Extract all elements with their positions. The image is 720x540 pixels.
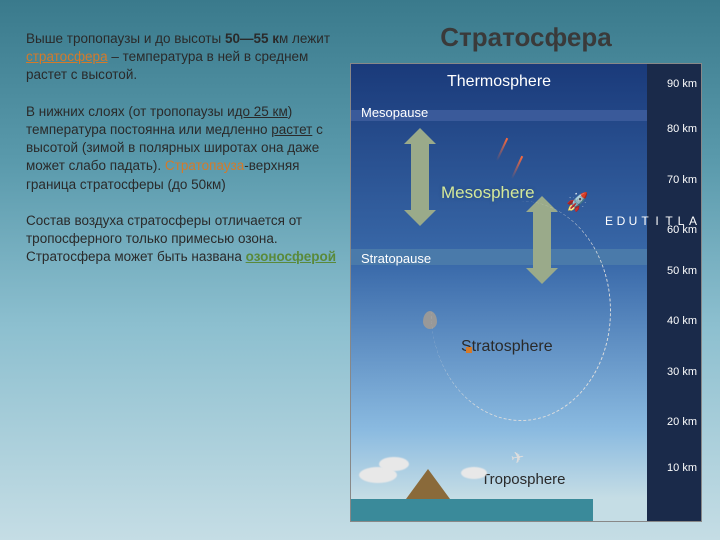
layer-label-troposphere: Troposphere [481, 471, 566, 488]
text-column: Выше тропопаузы и до высоты 50—55 км леж… [18, 18, 338, 522]
scale-tick: 40 km [667, 315, 697, 327]
scale-tick: 20 km [667, 416, 697, 428]
right-column: Стратосфера Thermosphere Mesopause Mesosph… [350, 18, 702, 522]
altitude-scale: ALTITUDE 90 km80 km70 km60 km50 km40 km3… [647, 64, 701, 521]
text-underline: растет [271, 122, 312, 137]
scale-tick: 70 km [667, 174, 697, 186]
scale-tick: 10 km [667, 462, 697, 474]
trajectory-curve [431, 201, 611, 421]
mountain-icon [406, 469, 450, 499]
content: Выше тропопаузы и до высоты 50—55 км леж… [18, 18, 702, 522]
cloud-icon [461, 467, 487, 479]
paragraph-1: Выше тропопаузы и до высоты 50—55 км леж… [26, 30, 338, 85]
rocket-icon: 🚀 [566, 192, 588, 213]
highlight-stratosphere: стратосфера [26, 49, 108, 64]
slide: Выше тропопаузы и до высоты 50—55 км леж… [0, 0, 720, 540]
text-underline: до 25 км [235, 104, 288, 119]
plane-icon: ✈ [509, 447, 526, 469]
scale-tick: 30 km [667, 366, 697, 378]
slide-title: Стратосфера [350, 22, 702, 53]
scale-tick: 80 km [667, 123, 697, 135]
meteor-icon [511, 156, 523, 180]
text-bold: 50—55 к [225, 31, 279, 46]
mesosphere-arrow-icon [411, 142, 429, 212]
scale-tick: 60 km [667, 224, 697, 236]
highlight-ozonosphere: озоносферой [246, 249, 336, 264]
ground [351, 499, 593, 521]
atmosphere-diagram: Thermosphere Mesopause Mesosphere Stratopau… [350, 63, 702, 522]
layers-container: Thermosphere Mesopause Mesosphere Stratopau… [351, 64, 647, 521]
highlight-stratopause: Стратопауза [165, 158, 244, 173]
meteor-icon [496, 138, 508, 162]
layer-label-mesosphere: Mesosphere [441, 183, 535, 203]
paragraph-3: Состав воздуха стратосферы отличается от… [26, 212, 338, 267]
scale-tick: 50 km [667, 265, 697, 277]
paragraph-2: В нижних слоях (от тро­попаузы идо 25 км… [26, 103, 338, 194]
marker-icon [466, 347, 472, 353]
text: В нижних слоях (от тро­попаузы и [26, 104, 235, 119]
layer-label-stratopause: Stratopause [361, 251, 431, 266]
layer-label-thermosphere: Thermosphere [447, 73, 551, 91]
text: Выше тропопаузы и до высоты [26, 31, 225, 46]
scale-tick: 90 km [667, 78, 697, 90]
text: м лежит [279, 31, 330, 46]
cloud-icon [379, 457, 409, 471]
layer-label-mesopause: Mesopause [361, 105, 428, 120]
